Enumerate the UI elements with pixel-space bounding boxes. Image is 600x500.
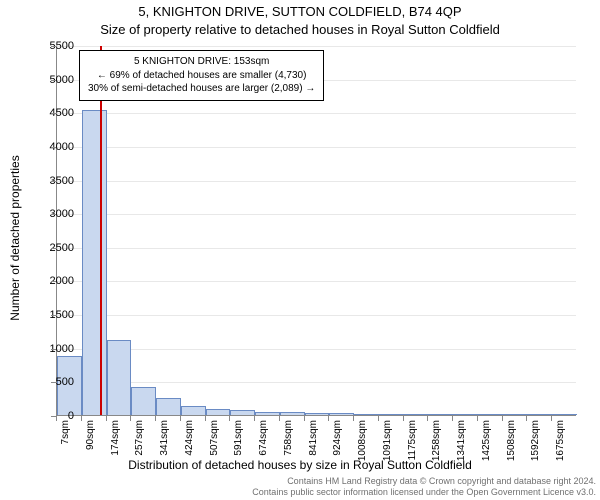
x-tick-label: 1508sqm <box>506 420 517 480</box>
x-tick-mark <box>403 416 404 421</box>
property-marker-line <box>100 46 102 415</box>
histogram-bar <box>305 413 330 415</box>
histogram-bar <box>131 387 156 415</box>
y-tick-mark <box>51 349 56 350</box>
annotation-box: 5 KNIGHTON DRIVE: 153sqm← 69% of detache… <box>79 50 324 101</box>
histogram-bar <box>379 414 404 415</box>
x-tick-mark <box>81 416 82 421</box>
x-tick-label: 1091sqm <box>382 420 393 480</box>
histogram-bar <box>107 340 132 415</box>
x-tick-mark <box>254 416 255 421</box>
y-tick-mark <box>51 281 56 282</box>
x-tick-label: 1425sqm <box>481 420 492 480</box>
annotation-line1: 5 KNIGHTON DRIVE: 153sqm <box>88 55 315 69</box>
annotation-line3: 30% of semi-detached houses are larger (… <box>88 82 315 96</box>
x-tick-label: 1341sqm <box>456 420 467 480</box>
x-tick-label: 7sqm <box>60 420 71 480</box>
gridline <box>57 46 576 47</box>
x-tick-label: 257sqm <box>134 420 145 480</box>
x-tick-label: 341sqm <box>159 420 170 480</box>
x-tick-label: 174sqm <box>110 420 121 480</box>
plot-area: 5 KNIGHTON DRIVE: 153sqm← 69% of detache… <box>56 46 576 416</box>
x-tick-label: 507sqm <box>209 420 220 480</box>
x-tick-label: 591sqm <box>233 420 244 480</box>
x-tick-mark <box>304 416 305 421</box>
x-tick-label: 841sqm <box>308 420 319 480</box>
x-tick-label: 1258sqm <box>431 420 442 480</box>
gridline <box>57 214 576 215</box>
x-tick-label: 674sqm <box>258 420 269 480</box>
x-tick-mark <box>526 416 527 421</box>
x-tick-mark <box>452 416 453 421</box>
gridline <box>57 248 576 249</box>
x-tick-mark <box>502 416 503 421</box>
y-tick-mark <box>51 113 56 114</box>
x-tick-label: 758sqm <box>283 420 294 480</box>
chart-subtitle: Size of property relative to detached ho… <box>0 22 600 37</box>
histogram-bar <box>453 414 478 415</box>
y-tick-mark <box>51 80 56 81</box>
y-tick-mark <box>51 181 56 182</box>
x-tick-mark <box>477 416 478 421</box>
histogram-bar <box>329 413 354 415</box>
y-tick-mark <box>51 315 56 316</box>
chart-title: 5, KNIGHTON DRIVE, SUTTON COLDFIELD, B74… <box>0 4 600 19</box>
x-tick-label: 1675sqm <box>555 420 566 480</box>
gridline <box>57 147 576 148</box>
chart-container: 5, KNIGHTON DRIVE, SUTTON COLDFIELD, B74… <box>0 0 600 500</box>
histogram-bar <box>230 410 255 415</box>
histogram-bar <box>156 398 181 415</box>
histogram-bar <box>206 409 231 415</box>
x-tick-label: 1008sqm <box>357 420 368 480</box>
x-tick-mark <box>229 416 230 421</box>
histogram-bar <box>280 412 305 415</box>
x-tick-label: 924sqm <box>332 420 343 480</box>
x-tick-label: 424sqm <box>184 420 195 480</box>
x-tick-label: 1175sqm <box>407 420 418 480</box>
histogram-bar <box>428 414 453 415</box>
histogram-bar <box>82 110 107 415</box>
x-tick-mark <box>155 416 156 421</box>
x-tick-mark <box>378 416 379 421</box>
y-tick-mark <box>51 46 56 47</box>
histogram-bar <box>404 414 429 415</box>
histogram-bar <box>478 414 503 415</box>
x-tick-mark <box>551 416 552 421</box>
histogram-bar <box>527 414 552 415</box>
gridline <box>57 315 576 316</box>
y-tick-mark <box>51 147 56 148</box>
histogram-bar <box>255 412 280 415</box>
histogram-bar <box>552 414 577 415</box>
x-tick-mark <box>106 416 107 421</box>
x-tick-mark <box>353 416 354 421</box>
y-tick-mark <box>51 214 56 215</box>
y-tick-mark <box>51 248 56 249</box>
x-tick-label: 1592sqm <box>530 420 541 480</box>
x-tick-mark <box>279 416 280 421</box>
x-tick-mark <box>427 416 428 421</box>
gridline <box>57 181 576 182</box>
histogram-bar <box>181 406 206 415</box>
x-tick-mark <box>130 416 131 421</box>
gridline <box>57 382 576 383</box>
x-tick-label: 90sqm <box>85 420 96 480</box>
footer-line2: Contains public sector information licen… <box>252 487 596 497</box>
y-tick-mark <box>51 382 56 383</box>
x-tick-mark <box>180 416 181 421</box>
gridline <box>57 113 576 114</box>
x-tick-mark <box>328 416 329 421</box>
histogram-bar <box>503 414 528 415</box>
gridline <box>57 349 576 350</box>
gridline <box>57 281 576 282</box>
annotation-line2: ← 69% of detached houses are smaller (4,… <box>88 69 315 83</box>
histogram-bar <box>354 414 379 415</box>
x-tick-mark <box>205 416 206 421</box>
y-axis-label: Number of detached properties <box>8 155 22 320</box>
x-tick-mark <box>56 416 57 421</box>
